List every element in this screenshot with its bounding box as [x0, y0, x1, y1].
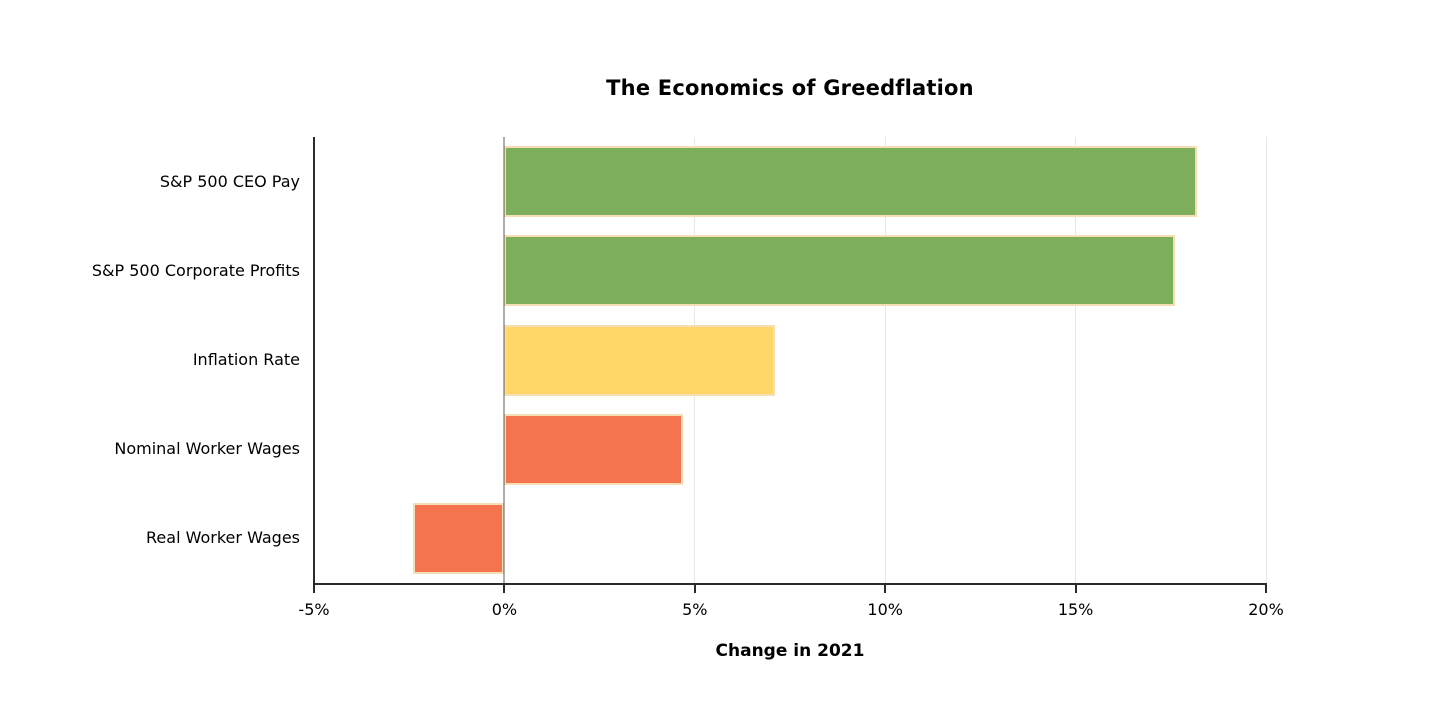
x-axis-tick — [503, 585, 506, 593]
y-axis-label: S&P 500 CEO Pay — [159, 171, 300, 191]
x-tick-label: 15% — [1057, 600, 1094, 619]
y-axis-label: Nominal Worker Wages — [114, 439, 300, 459]
x-axis-tick — [884, 585, 887, 593]
x-tick-label: 5% — [682, 600, 708, 619]
x-axis-tick — [1074, 585, 1077, 593]
chart-bar — [413, 502, 505, 574]
x-tick-label: 10% — [867, 600, 903, 619]
zero-line — [503, 137, 506, 583]
x-tick-label: -5% — [298, 600, 330, 619]
chart-bar — [504, 413, 684, 485]
y-axis-spine — [313, 137, 315, 585]
gridline — [1075, 137, 1077, 583]
plot-area — [313, 137, 1267, 593]
y-axis-label: Real Worker Wages — [146, 528, 300, 548]
gridline — [884, 137, 886, 583]
x-axis-tick — [313, 585, 315, 593]
chart-bar — [504, 324, 775, 396]
chart-bar — [504, 235, 1175, 307]
gridline — [1265, 137, 1267, 583]
x-axis-title: Change in 2021 — [715, 641, 865, 661]
x-tick-label: 0% — [491, 600, 518, 619]
x-axis-spine — [313, 583, 1267, 585]
y-axis-label: Inflation Rate — [192, 350, 300, 369]
chart-bar — [504, 146, 1198, 218]
chart-title: The Economics of Greedflation — [606, 76, 974, 100]
x-axis-tick — [1265, 585, 1267, 593]
x-tick-label: 20% — [1248, 600, 1284, 619]
x-axis-tick — [693, 585, 696, 593]
y-axis-label: S&P 500 Corporate Profits — [91, 260, 300, 280]
